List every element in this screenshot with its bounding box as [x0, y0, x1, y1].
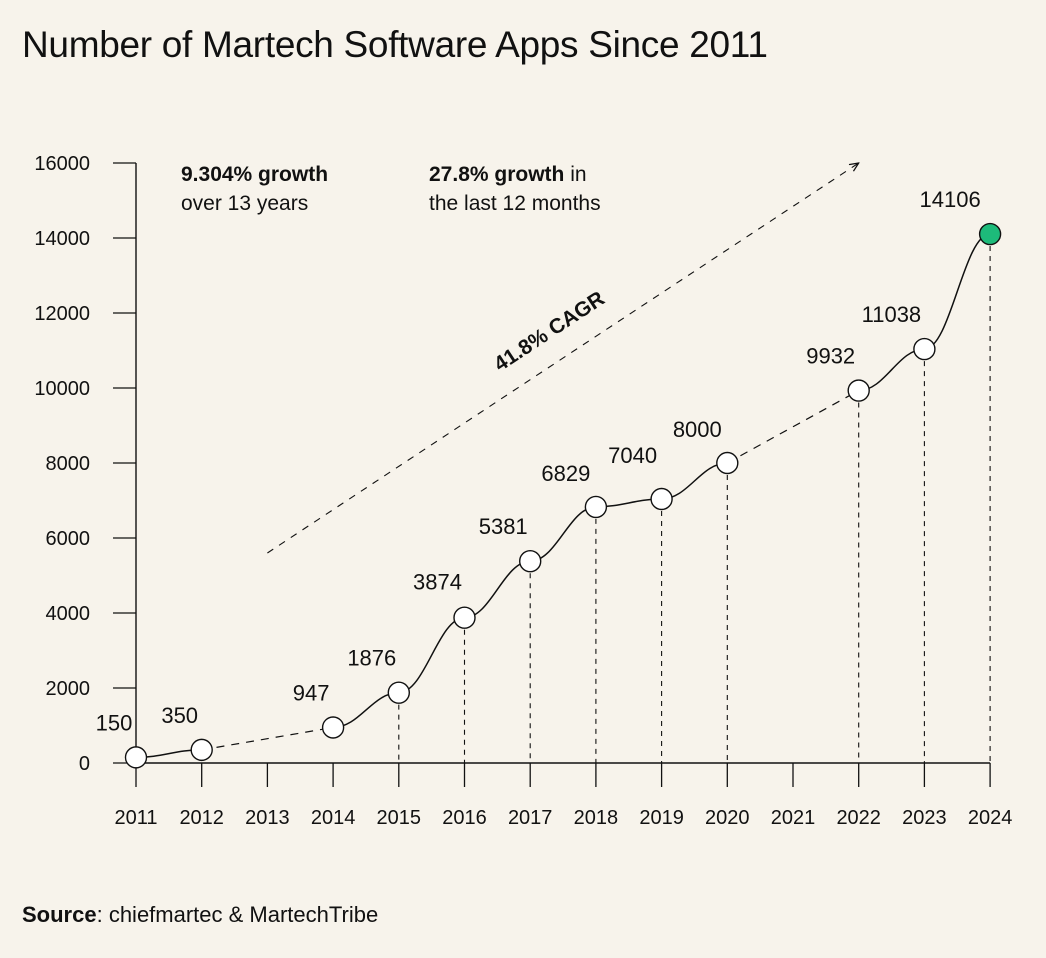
data-label: 3874 — [413, 570, 462, 595]
data-label: 7040 — [608, 443, 657, 468]
x-tick-label: 2021 — [771, 807, 816, 829]
series-line — [464, 560, 531, 619]
data-point — [124, 746, 148, 769]
series-line — [661, 462, 728, 500]
data-point — [453, 606, 476, 629]
x-tick-label: 2015 — [377, 807, 422, 829]
data-label: 14106 — [920, 187, 981, 212]
series-line — [398, 616, 465, 694]
x-tick-label: 2017 — [508, 807, 553, 829]
annotation-line-2: over 13 years — [181, 192, 308, 215]
highlight-point — [978, 222, 1002, 246]
x-tick-label: 2014 — [311, 807, 356, 829]
drop-lines — [398, 246, 991, 763]
data-label: 947 — [293, 680, 330, 705]
data-labels: 150 350 947 1876 3874 5381 6829 7040 8000 9932 110… — [96, 187, 981, 735]
data-label: 6829 — [541, 461, 590, 486]
y-tick-label: 2000 — [46, 678, 91, 700]
y-tick-label: 12000 — [34, 303, 90, 325]
y-tick-label: 14000 — [34, 228, 90, 250]
cagr-label: 41.8% CAGR — [490, 287, 609, 376]
page-title: Number of Martech Software Apps Since 20… — [22, 24, 768, 65]
data-point — [190, 738, 213, 762]
y-tick-label: 6000 — [46, 528, 91, 550]
y-tick-label: 4000 — [46, 603, 91, 625]
data-point — [913, 337, 936, 361]
data-label: 11038 — [862, 302, 922, 327]
source-text: : chiefmartec & MartechTribe — [96, 902, 379, 927]
x-tick-label: 2023 — [902, 807, 947, 829]
martech-apps-chart: 0 2000 4000 6000 8000 10000 12000 14000 16000 201… — [34, 153, 1012, 829]
x-tick-label: 2024 — [968, 807, 1013, 829]
source-label: Source — [22, 902, 97, 927]
data-label: 350 — [161, 703, 198, 728]
annotation-bold: 27.8% growth — [429, 163, 564, 186]
y-tick-label: 16000 — [34, 153, 90, 175]
data-point — [847, 379, 870, 402]
series-line — [924, 233, 991, 350]
data-point — [387, 681, 410, 704]
data-points — [124, 222, 1002, 769]
x-tick-label: 2020 — [705, 807, 750, 829]
y-tick-label: 0 — [79, 753, 90, 775]
x-tick-label: 2022 — [836, 807, 881, 829]
annotation-line-2: the last 12 months — [429, 192, 601, 215]
x-tick-label: 2018 — [574, 807, 619, 829]
x-tick-label: 2019 — [639, 807, 684, 829]
annotation-line-1: 9.304% growth — [181, 163, 328, 186]
x-tick-label: 2011 — [114, 807, 157, 829]
y-tick-label: 10000 — [34, 378, 90, 400]
trend-arrow-group: 41.8% CAGR — [267, 163, 858, 554]
y-tick-label: 8000 — [46, 453, 91, 475]
data-label: 9932 — [806, 344, 855, 369]
annotation-bold: 9.304% growth — [181, 163, 328, 186]
axes: 0 2000 4000 6000 8000 10000 12000 14000 16000 201… — [34, 153, 1012, 829]
annotation-rest: in — [564, 163, 586, 186]
data-point — [321, 716, 345, 739]
data-label: 5381 — [479, 514, 528, 539]
x-tick-label: 2016 — [442, 807, 487, 829]
series-line — [530, 506, 596, 562]
data-point — [584, 495, 608, 519]
gap-segment — [201, 726, 334, 751]
x-tick-label: 2013 — [245, 807, 290, 829]
annotations: 9.304% growth over 13 years 27.8% growth i… — [181, 163, 601, 215]
source-note: Source: chiefmartec & MartechTribe — [22, 902, 378, 928]
data-point — [716, 451, 739, 475]
gap-lines — [201, 390, 859, 751]
data-point — [650, 487, 673, 511]
data-label: 150 — [96, 710, 133, 735]
gap-segment — [727, 390, 859, 464]
series-line — [858, 348, 925, 392]
annotation-line-1: 27.8% growth in — [429, 163, 587, 186]
data-label: 1876 — [347, 646, 396, 671]
x-tick-label: 2012 — [179, 807, 224, 829]
trend-arrow — [267, 163, 858, 554]
data-point — [519, 550, 542, 573]
data-label: 8000 — [673, 417, 722, 442]
